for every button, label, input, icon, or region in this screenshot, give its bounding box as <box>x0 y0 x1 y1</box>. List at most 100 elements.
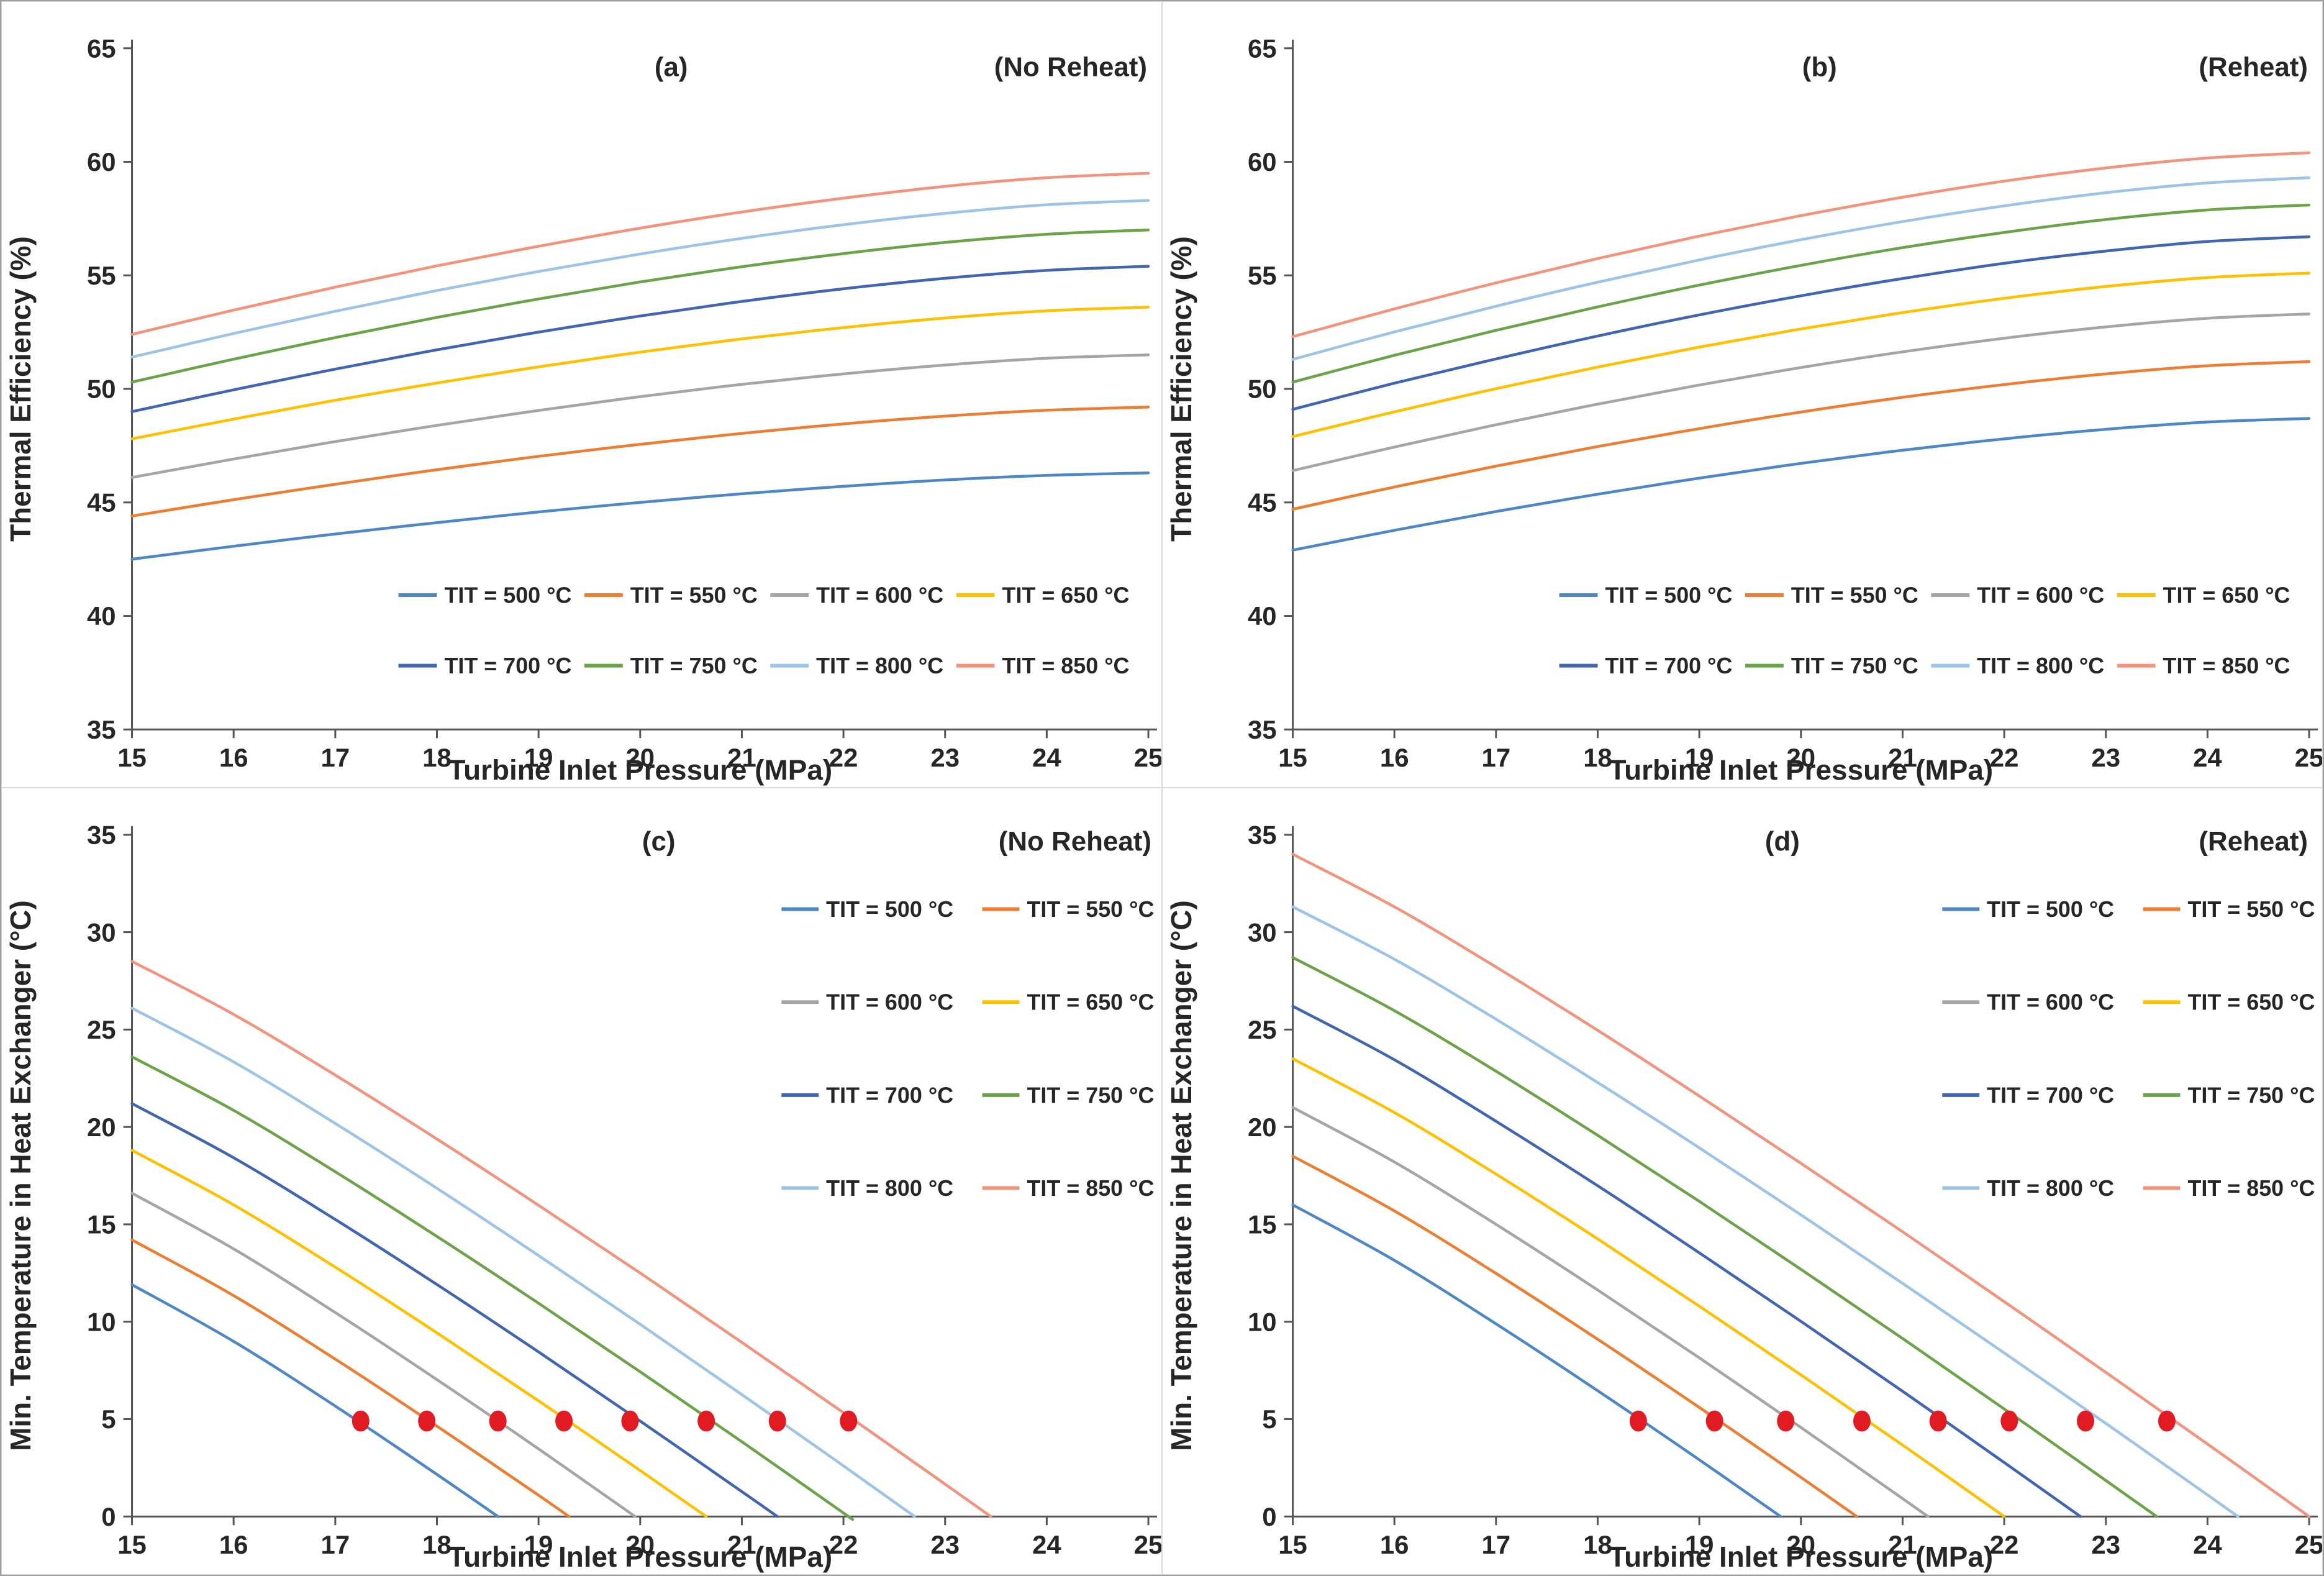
condition-label: (Reheat) <box>2199 826 2308 857</box>
series-line-800 <box>130 199 1150 359</box>
y-tick-label: 30 <box>87 918 116 947</box>
y-tick-label: 40 <box>1248 601 1277 631</box>
pinch-point-marker <box>2000 1410 2018 1432</box>
x-tick-label: 18 <box>422 743 452 772</box>
pinch-point-marker <box>1777 1410 1795 1432</box>
x-tick-label: 25 <box>1134 1530 1161 1559</box>
x-tick-label: 23 <box>2091 743 2120 772</box>
legend-label-700: TIT = 700 °C <box>1987 1082 2114 1108</box>
legend-label-650: TIT = 650 °C <box>1002 583 1130 608</box>
x-tick-label: 24 <box>2193 743 2222 772</box>
series-line-850 <box>130 171 1150 336</box>
x-tick-label: 19 <box>1685 1530 1714 1559</box>
x-tick-label: 17 <box>321 743 350 772</box>
y-tick-label: 5 <box>1262 1405 1276 1434</box>
x-tick-label: 16 <box>219 1530 248 1559</box>
x-tick-label: 18 <box>1583 743 1612 772</box>
legend-label-700: TIT = 700 °C <box>826 1082 953 1108</box>
chart-svg-d: 0 5 10 15 20 25 30 35 15 16 17 18 19 20 21 22 23 24 25 Turb… <box>1165 820 2322 1573</box>
panel-a-thermal-efficiency-no-reheat: 35 40 45 50 55 60 65 15 16 17 18 19 20 21 22 23 24 25 Turb… <box>1 1 1162 788</box>
x-tick-label: 20 <box>1786 743 1815 772</box>
x-tick-label: 20 <box>625 743 655 772</box>
series-line-600 <box>130 353 1150 479</box>
series-line-800 <box>130 1006 916 1518</box>
legend-label-550: TIT = 550 °C <box>1027 896 1154 922</box>
condition-label: (No Reheat) <box>999 826 1151 857</box>
x-tick-label: 21 <box>727 1530 756 1559</box>
x-tick-label: 17 <box>1482 1530 1511 1559</box>
x-tick-label: 25 <box>1134 743 1161 772</box>
x-axis-title: Turbine Inlet Pressure (MPa) <box>448 754 832 786</box>
panel-d-min-temperature-reheat: 0 5 10 15 20 25 30 35 15 16 17 18 19 20 21 22 23 24 25 Turb… <box>1162 788 2323 1575</box>
pinch-point-marker <box>1853 1410 1871 1432</box>
pinch-point-marker <box>2077 1410 2094 1432</box>
chart-svg-a: 35 40 45 50 55 60 65 15 16 17 18 19 20 21 22 23 24 25 Turb… <box>4 34 1161 786</box>
legend-label-800: TIT = 800 °C <box>816 654 943 678</box>
panel-c-min-temperature-no-reheat: 0 5 10 15 20 25 30 35 15 16 17 18 19 20 21 22 23 24 25 Turb… <box>1 788 1162 1575</box>
y-tick-label: 15 <box>87 1210 116 1239</box>
y-tick-label: 10 <box>1248 1307 1277 1336</box>
y-tick-label: 25 <box>87 1015 116 1044</box>
panel-b-thermal-efficiency-reheat: 35 40 45 50 55 60 65 15 16 17 18 19 20 21 22 23 24 25 Turb… <box>1162 1 2323 788</box>
y-axis-title: Min. Temperature in Heat Exchanger (°C) <box>1165 900 1197 1451</box>
condition-label: (No Reheat) <box>994 52 1147 83</box>
series-line-650 <box>130 306 1150 440</box>
y-tick-label: 35 <box>87 820 116 849</box>
series-line-700 <box>1291 1004 2082 1518</box>
series-line-850 <box>1291 151 2311 339</box>
pinch-point-marker <box>2158 1410 2176 1432</box>
y-axis-title: Thermal Efficiency (%) <box>1165 236 1197 542</box>
series-line-550 <box>130 405 1150 517</box>
legend-label-750: TIT = 750 °C <box>2187 1082 2315 1108</box>
x-tick-label: 16 <box>1380 1530 1409 1559</box>
panel-label: (d) <box>1765 826 1800 857</box>
y-tick-label: 35 <box>1248 820 1277 849</box>
x-tick-label: 19 <box>524 1530 553 1559</box>
condition-label: (Reheat) <box>2199 52 2308 83</box>
legend-label-600: TIT = 600 °C <box>826 990 953 1015</box>
series-line-700 <box>1291 235 2311 411</box>
x-tick-label: 19 <box>524 743 553 772</box>
legend-label-700: TIT = 700 °C <box>1605 654 1732 678</box>
pinch-point-marker <box>418 1410 436 1432</box>
y-tick-label: 50 <box>1248 375 1277 404</box>
pinch-point-marker <box>697 1410 715 1432</box>
series-line-850 <box>1291 852 2311 1518</box>
pinch-point-marker <box>555 1410 573 1432</box>
pinch-point-marker <box>768 1410 786 1432</box>
series-line-600 <box>130 1191 637 1518</box>
y-tick-label: 35 <box>1248 715 1277 744</box>
legend-label-650: TIT = 650 °C <box>2187 990 2315 1015</box>
legend-label-550: TIT = 550 °C <box>630 583 758 608</box>
legend-label-850: TIT = 850 °C <box>1002 654 1130 678</box>
x-tick-label: 24 <box>1032 743 1061 772</box>
legend-label-750: TIT = 750 °C <box>630 654 758 678</box>
series-line-650 <box>1291 1057 2006 1518</box>
legend-label-500: TIT = 500 °C <box>1605 583 1732 608</box>
x-axis-title: Turbine Inlet Pressure (MPa) <box>1609 754 1993 786</box>
chart-svg-b: 35 40 45 50 55 60 65 15 16 17 18 19 20 21 22 23 24 25 Turb… <box>1165 34 2322 786</box>
x-tick-label: 18 <box>422 1530 452 1559</box>
y-tick-label: 15 <box>1248 1210 1277 1239</box>
legend-label-600: TIT = 600 °C <box>816 583 943 608</box>
x-tick-label: 22 <box>829 743 858 772</box>
y-tick-label: 65 <box>1248 34 1277 63</box>
x-tick-label: 20 <box>1786 1530 1815 1559</box>
series-line-500 <box>130 471 1150 561</box>
y-tick-label: 20 <box>1248 1113 1277 1142</box>
x-axis-title: Turbine Inlet Pressure (MPa) <box>1609 1541 1993 1573</box>
series-line-750 <box>1291 203 2311 384</box>
y-tick-label: 35 <box>87 715 116 744</box>
pinch-point-marker <box>840 1410 858 1432</box>
x-tick-label: 25 <box>2295 1530 2322 1559</box>
legend-label-750: TIT = 750 °C <box>1027 1082 1154 1108</box>
x-tick-label: 22 <box>1990 1530 2019 1559</box>
series-line-500 <box>1291 417 2311 552</box>
x-tick-label: 23 <box>2091 1530 2120 1559</box>
panel-label: (c) <box>642 826 676 857</box>
x-tick-label: 21 <box>1888 743 1917 772</box>
y-tick-label: 55 <box>1248 261 1277 290</box>
x-tick-label: 15 <box>117 1530 147 1559</box>
series-line-550 <box>1291 360 2311 511</box>
